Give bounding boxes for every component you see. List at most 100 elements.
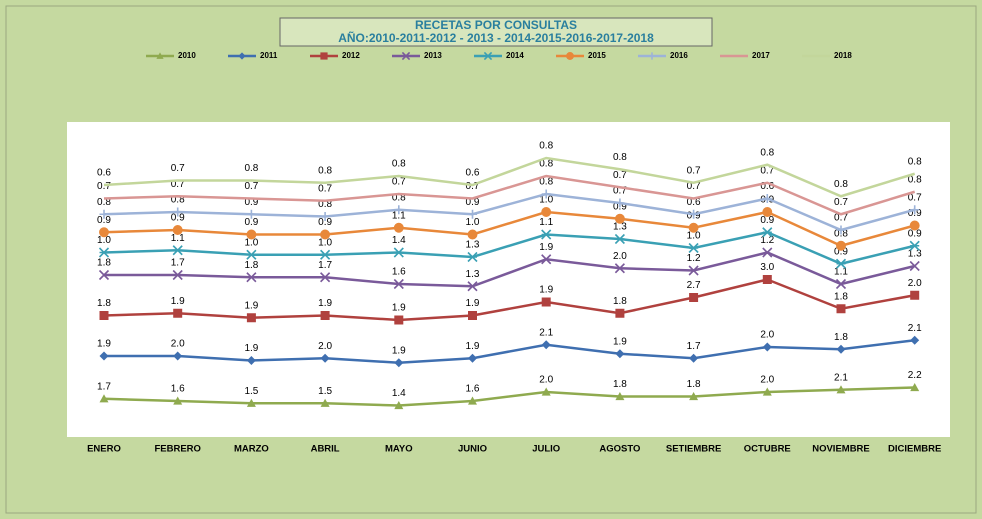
marker	[836, 385, 846, 394]
series-line	[103, 210, 916, 248]
marker	[246, 356, 256, 365]
data-label: 0.8	[318, 199, 332, 210]
data-label: 1.0	[97, 235, 111, 246]
marker	[836, 240, 846, 251]
data-label: 1.9	[539, 242, 553, 253]
series-line	[104, 339, 915, 365]
data-label: 1.3	[613, 222, 627, 233]
marker	[246, 313, 256, 323]
marker	[541, 254, 552, 265]
marker	[615, 392, 625, 401]
data-label: 1.0	[466, 217, 480, 228]
data-label: 1.1	[171, 233, 185, 244]
marker	[909, 220, 920, 231]
marker	[615, 198, 625, 208]
data-label: 1.9	[392, 345, 406, 356]
legend-label: 2014	[506, 51, 524, 60]
x-tick-label: AGOSTO	[599, 444, 640, 455]
data-label: 0.7	[834, 197, 848, 208]
data-label: 0.8	[244, 163, 258, 174]
data-label: 0.9	[318, 217, 332, 228]
x-tick-label: JULIO	[532, 444, 560, 455]
data-label: 1.8	[613, 379, 627, 390]
data-label: 1.1	[392, 210, 406, 221]
marker	[394, 205, 404, 215]
marker	[246, 272, 257, 283]
data-label: 0.8	[97, 197, 111, 208]
data-label: 1.2	[687, 253, 701, 264]
data-label: 0.7	[318, 183, 332, 194]
series-line	[103, 230, 915, 266]
data-label: 0.7	[171, 179, 185, 190]
marker	[909, 260, 920, 272]
marker	[173, 396, 183, 405]
x-tick-label: FEBRERO	[154, 444, 200, 455]
marker	[99, 209, 109, 219]
data-label: 1.9	[244, 343, 258, 354]
data-label: 3.0	[760, 262, 774, 273]
data-label: 0.7	[687, 165, 701, 176]
legend-label: 2016	[670, 51, 688, 60]
data-label: 0.7	[171, 163, 185, 174]
data-label: 0.8	[760, 147, 774, 158]
marker	[320, 272, 331, 283]
data-label: 1.8	[97, 298, 111, 309]
marker	[689, 209, 699, 219]
data-label: 2.1	[834, 372, 848, 383]
marker	[320, 353, 330, 363]
marker	[246, 209, 256, 219]
legend-label: 2011	[260, 51, 278, 60]
data-label: 1.6	[171, 384, 185, 395]
data-label: 0.8	[318, 165, 332, 176]
marker	[393, 247, 404, 258]
marker	[910, 383, 920, 392]
marker	[541, 229, 552, 240]
marker	[909, 240, 920, 251]
marker	[910, 335, 920, 345]
marker	[99, 351, 109, 361]
frame	[5, 5, 977, 514]
data-label: 1.9	[466, 341, 480, 352]
marker	[320, 249, 331, 260]
data-label: 1.4	[392, 388, 406, 399]
data-label: 2.0	[613, 251, 627, 262]
marker	[835, 258, 847, 269]
marker	[393, 278, 404, 290]
data-label: 1.7	[171, 258, 185, 269]
data-label: 1.9	[171, 296, 185, 307]
data-label: 0.7	[613, 170, 627, 181]
data-label: 1.6	[466, 384, 480, 395]
marker	[99, 227, 109, 238]
data-label: 2.0	[318, 341, 332, 352]
data-label: 1.1	[539, 217, 553, 228]
marker	[468, 209, 477, 219]
data-label: 0.9	[908, 228, 922, 239]
data-label: 0.7	[466, 181, 480, 192]
marker	[688, 222, 699, 233]
marker	[541, 297, 551, 307]
data-label: 1.7	[97, 381, 111, 392]
marker	[172, 225, 183, 235]
data-label: 0.9	[244, 197, 258, 208]
marker	[910, 290, 920, 300]
data-label: 0.8	[539, 141, 553, 152]
x-tick-label: OCTUBRE	[744, 444, 791, 455]
data-label: 1.7	[687, 341, 701, 352]
marker	[614, 233, 625, 245]
marker	[394, 358, 404, 368]
marker	[688, 265, 699, 276]
data-label: 0.7	[760, 165, 774, 176]
data-label: 1.5	[318, 386, 332, 397]
data-label: 1.0	[687, 231, 701, 242]
legend-label: 2017	[752, 51, 770, 60]
marker	[688, 242, 699, 254]
marker	[99, 311, 109, 320]
title-box	[279, 17, 713, 47]
marker	[910, 205, 920, 215]
marker	[762, 387, 772, 396]
marker	[835, 278, 847, 290]
legend-label: 2012	[342, 51, 360, 60]
data-label: 1.3	[466, 240, 480, 251]
data-label: 1.0	[318, 237, 332, 248]
